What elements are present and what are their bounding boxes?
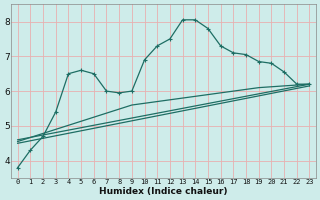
X-axis label: Humidex (Indice chaleur): Humidex (Indice chaleur): [99, 187, 228, 196]
